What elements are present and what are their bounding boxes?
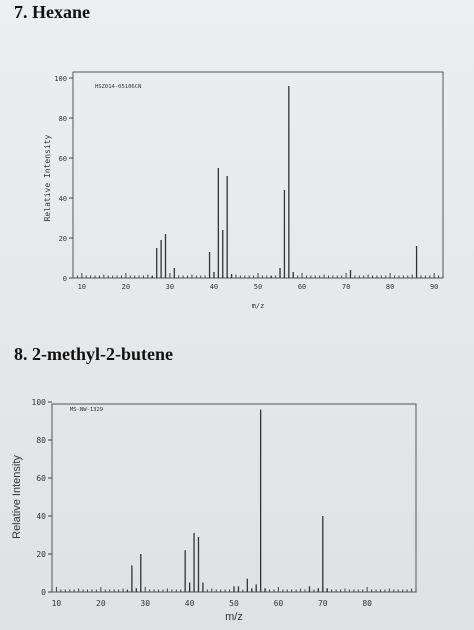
y-tick-label: 100 [54,75,67,83]
x-tick-label: 70 [342,283,350,291]
x-tick-label: 50 [254,283,262,291]
spectrum-id-label: HSZ014-05106CN [95,84,141,90]
mass-spectrum-hexane: 0 20 40 60 80 100 10 20 30 40 50 60 70 80 90 HSZ014-051… [43,71,444,310]
chart-title-2-methyl-2-butene: 8. 2-methyl-2-butene [14,344,173,364]
x-tick-label: 30 [140,599,150,608]
y-tick-label: 60 [36,474,46,483]
y-tick-label: 0 [41,588,46,597]
x-tick-label: 40 [210,283,218,291]
y-tick-label: 60 [59,155,67,163]
x-tick-label: 30 [166,283,174,291]
y-axis-title: Relative Intensity [11,455,23,539]
x-tick-label: 10 [78,283,86,291]
y-tick-label: 40 [36,512,46,521]
x-tick-label: 10 [52,599,62,608]
spectrum-id-label: MS-NW-1329 [70,407,103,413]
plot-frame [51,403,417,593]
y-tick-label: 80 [59,115,67,123]
x-tick-label: 70 [318,599,328,608]
x-tick-label: 80 [362,599,372,608]
x-tick-label: 40 [185,599,195,608]
y-tick-label: 100 [32,398,47,407]
y-tick-label: 20 [36,550,46,559]
x-tick-label: 90 [430,283,438,291]
y-tick-label: 40 [59,195,67,203]
x-tick-label: 20 [122,283,130,291]
y-tick-label: 0 [63,275,67,283]
y-tick-label: 20 [59,235,67,243]
x-tick-label: 50 [229,599,239,608]
chart-title-hexane: 7. Hexane [14,2,90,22]
x-tick-label: 80 [386,283,394,291]
x-tick-label: 60 [298,283,306,291]
y-axis-title: Relative Intensity [43,134,52,221]
x-tick-label: 60 [274,599,284,608]
x-axis-title: m/z [252,302,265,310]
x-axis-title: m/z [225,611,243,623]
y-tick-label: 80 [36,436,46,445]
x-tick-label: 20 [96,599,106,608]
